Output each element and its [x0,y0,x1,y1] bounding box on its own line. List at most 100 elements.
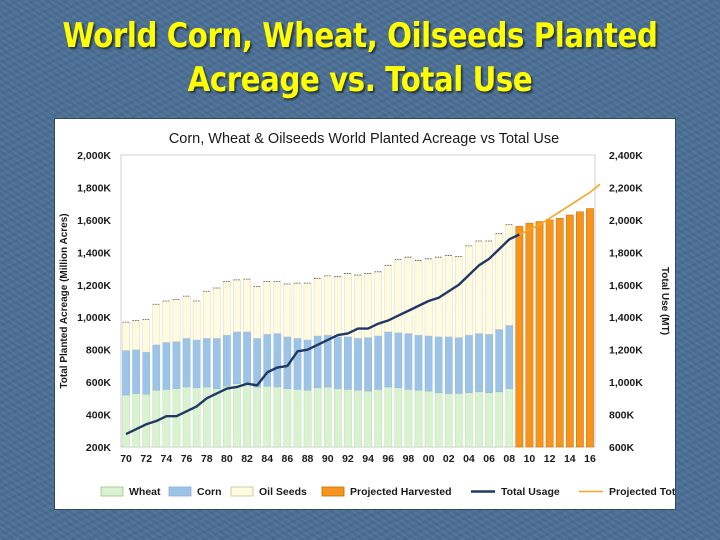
bar-corn [212,338,221,389]
bar-wheat [455,393,463,448]
legend-label: Projected Harvested [350,486,452,498]
bar-oilseeds [212,287,221,339]
bar-corn [505,325,514,389]
bar-wheat [172,388,181,448]
bar-wheat [273,386,282,448]
bar-wheat [354,390,362,448]
acreage-vs-use-chart: Corn, Wheat & Oilseeds World Planted Acr… [59,131,675,498]
bar-wheat [505,388,514,448]
bar-corn [455,337,463,394]
bar-oilseeds [223,281,231,336]
x-tick-label: 06 [483,453,495,465]
y-tick-label: 400K [86,410,112,422]
x-tick-label: 76 [181,453,193,465]
y-tick-label: 2,000K [77,150,111,162]
bar-wheat [344,389,352,448]
x-tick-label: 82 [241,453,253,465]
chart-title: Corn, Wheat & Oilseeds World Planted Acr… [169,131,559,147]
bar-projected-harvested [575,211,584,448]
bar-wheat [313,387,322,448]
x-tick-label: 84 [261,453,273,465]
y-tick-label: 1,800K [77,182,111,194]
bar-projected-harvested [545,219,554,448]
bar-oilseeds [283,283,292,337]
bar-oilseeds [122,321,130,351]
bar-corn [414,334,423,391]
bar-oilseeds [142,319,151,353]
x-tick-label: 12 [544,453,556,465]
bar-oilseeds [414,260,423,336]
x-tick-label: 16 [584,453,596,465]
bar-corn [475,333,483,393]
line-projected-total-use [519,183,601,236]
bar-wheat [384,386,393,448]
bar-corn [404,333,413,390]
bar-oilseeds [444,255,453,337]
bar-oilseeds [394,259,403,333]
bar-oilseeds [293,282,302,339]
legend-swatch [168,486,192,497]
x-tick-label: 14 [564,453,576,465]
slide-title: World Corn, Wheat, Oilseeds Planted Acre… [50,14,669,102]
bar-corn [424,335,433,392]
y-axis-label: Total Planted Acreage (Million Acres) [59,213,70,388]
bar-oilseeds [162,300,171,343]
y-tick-label: 1,600K [77,215,111,227]
bar-corn [364,337,372,392]
bar-oilseeds [202,291,211,339]
bar-oilseeds [152,304,161,346]
bar-corn [202,338,211,388]
bar-wheat [122,394,130,448]
y2-tick-label: 2,400K [609,150,643,162]
bar-corn [142,351,151,395]
bar-projected-harvested [535,221,544,448]
bar-oilseeds [344,273,352,337]
legend-label: Corn [197,486,222,498]
y-tick-label: 800K [86,345,112,357]
bar-corn [434,336,443,393]
legend-label: Oil Seeds [259,486,307,498]
x-tick-label: 80 [221,453,233,465]
bar-corn [162,342,171,390]
legend-swatch [230,486,254,497]
bar-wheat [434,392,443,448]
bar-corn [293,338,302,390]
bar-wheat [475,391,483,448]
x-tick-label: 98 [403,453,415,465]
bar-oilseeds [333,276,342,337]
bar-wheat [233,383,241,448]
bar-corn [495,329,504,393]
bar-corn [132,349,140,394]
bar-corn [122,350,130,396]
x-tick-label: 94 [362,453,374,465]
bar-oilseeds [132,320,140,350]
bar-wheat [495,391,504,448]
legend-swatch [100,486,124,497]
bar-corn [273,333,282,388]
bar-oilseeds [243,278,251,333]
bar-oilseeds [455,256,463,338]
bar-wheat [374,389,383,448]
slide-title-line2: Acreage vs. Total Use [187,60,533,100]
bar-corn [344,336,352,390]
y2-axis-label: Total Use (MT) [659,267,670,335]
bar-wheat [243,384,251,448]
bar-wheat [293,389,302,448]
x-tick-label: 04 [463,453,475,465]
y2-tick-label: 1,600K [609,280,643,292]
bar-oilseeds [323,275,332,336]
x-tick-label: 02 [443,453,455,465]
bar-wheat [485,392,493,448]
bar-oilseeds [475,240,483,334]
bar-wheat [364,390,372,448]
x-tick-label: 70 [120,453,132,465]
bar-oilseeds [192,300,201,341]
y2-tick-label: 1,400K [609,312,643,324]
bar-projected-harvested [555,218,564,448]
line-total-usage [125,233,520,436]
y-tick-label: 1,400K [77,247,111,259]
bar-wheat [333,388,342,448]
x-tick-label: 00 [423,453,435,465]
bar-wheat [223,385,231,448]
bar-wheat [404,389,413,448]
